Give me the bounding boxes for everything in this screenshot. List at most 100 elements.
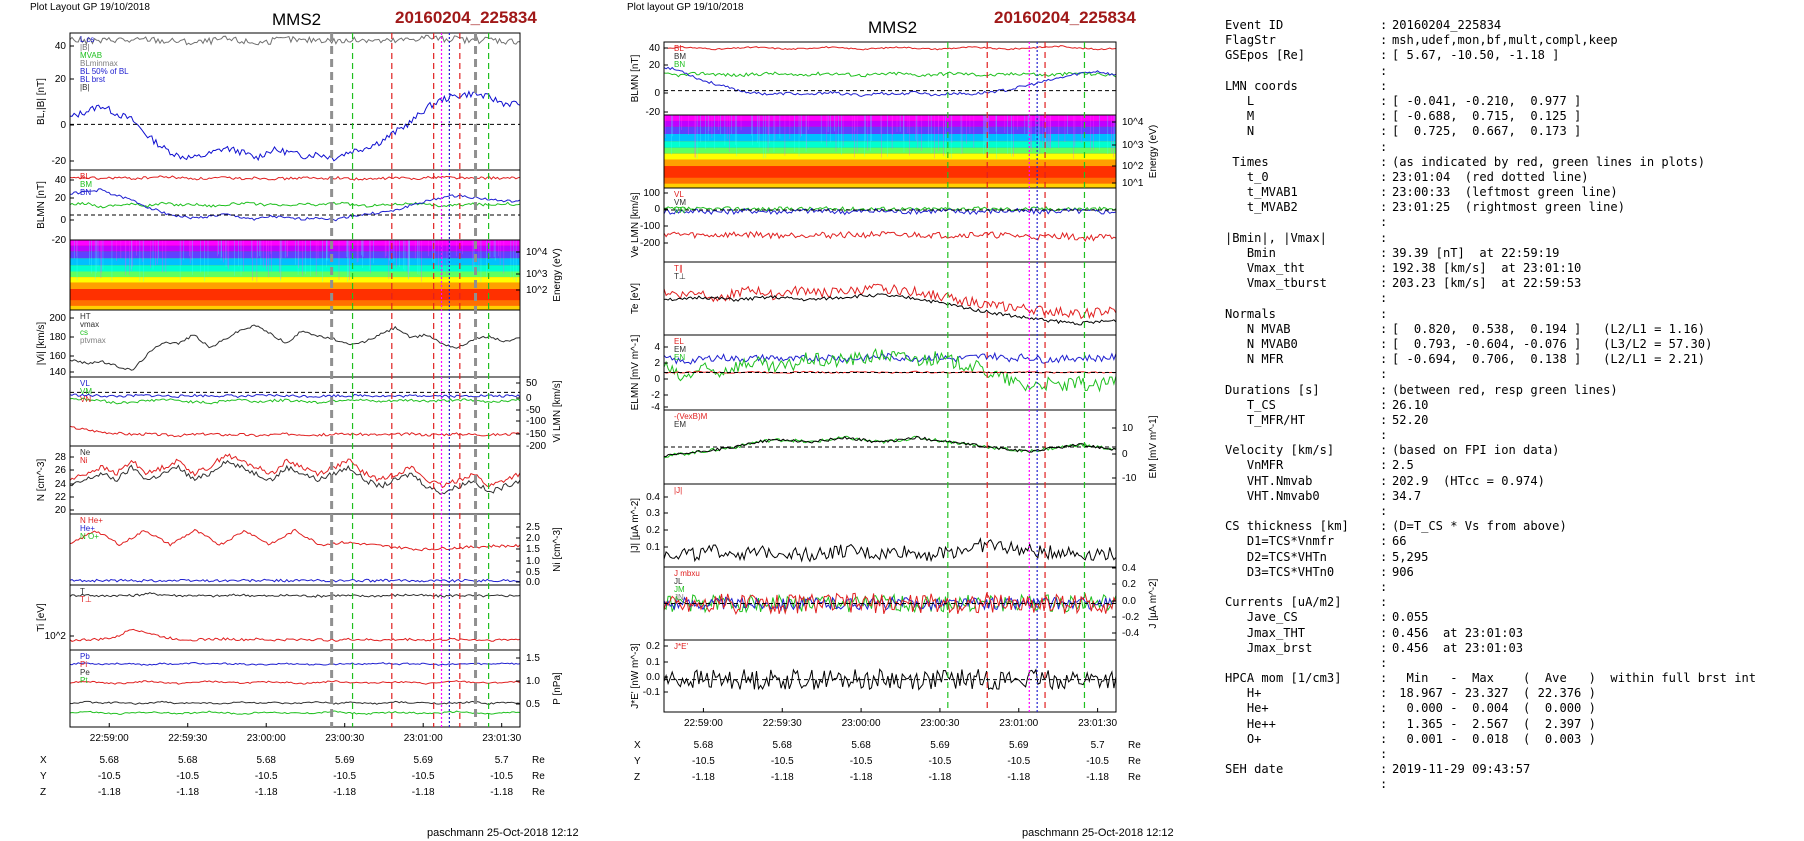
info-colon: :	[1380, 78, 1388, 93]
middle-ytick-label: 0.4	[646, 492, 660, 503]
info-label	[1225, 64, 1380, 79]
left-ytick-label: -20	[52, 156, 67, 167]
middle-ylabel: Te [eV]	[630, 283, 641, 314]
info-value: 1.365 - 2.567 ( 2.397 )	[1392, 716, 1596, 731]
info-colon: :	[1380, 473, 1388, 488]
info-row: |Bmin|, |Vmax|:	[1225, 231, 1756, 246]
middle-ytick-label: -4	[651, 402, 660, 413]
info-value: 0.000 - 0.004 ( 0.000 )	[1392, 701, 1596, 716]
info-colon: :	[1380, 640, 1388, 655]
info-label	[1225, 367, 1380, 382]
info-label	[1225, 747, 1380, 762]
info-label	[1225, 656, 1380, 671]
middle-series-1	[663, 348, 1117, 393]
middle-series-1	[663, 293, 1117, 326]
left-legend-entry: |B|	[80, 83, 90, 92]
info-value: 5,295	[1392, 549, 1429, 564]
middle-coord-value: -1.18	[692, 772, 715, 783]
left-ylabel: BL,|B| [nT]	[36, 78, 47, 125]
left-coord-value: 5.68	[256, 755, 276, 766]
info-row: t_0:23:01:04 (red dotted line)	[1225, 170, 1756, 185]
left-coord-value: -1.18	[333, 787, 356, 798]
info-value: 23:00:33 (leftmost green line)	[1392, 185, 1618, 200]
left-legend-entry: N He+	[80, 516, 103, 525]
info-row: :	[1225, 291, 1756, 306]
left-ylabel: P [nPa]	[552, 672, 563, 705]
middle-legend-entry: BN	[674, 60, 685, 69]
left-series-t	[69, 592, 521, 598]
spectrogram-band	[664, 153, 1116, 160]
left-legend-entry: BLminmax	[80, 59, 118, 68]
spectrogram-band	[664, 115, 1116, 121]
info-row: t_MVAB2:23:01:25 (rightmost green line)	[1225, 200, 1756, 215]
left-coord-value: -1.18	[412, 787, 435, 798]
middle-ytick-label: -0.2	[1122, 612, 1140, 623]
info-colon: :	[1380, 382, 1388, 397]
left-legend-entry: VN	[80, 395, 91, 404]
left-coord-value: -10.5	[333, 771, 356, 782]
left-legend-entry: T⊥	[80, 595, 92, 604]
middle-ytick-label: 0	[654, 204, 660, 215]
info-label: D2=TCS*VHTn	[1225, 549, 1327, 564]
middle-coord-value: -10.5	[1007, 756, 1030, 767]
middle-xtick-label: 23:00:30	[920, 718, 959, 729]
middle-ytick-label: -2	[651, 390, 660, 401]
left-coord-value: -1.18	[490, 787, 513, 798]
middle-legend-entry: EN	[674, 353, 685, 362]
left-ytick-label: 140	[49, 367, 66, 378]
info-label: H+	[1225, 686, 1262, 701]
left-xtick-label: 22:59:30	[168, 733, 207, 744]
spectrogram-band	[70, 277, 520, 283]
spectrogram-band	[70, 245, 520, 252]
middle-series-2	[663, 230, 1117, 242]
middle-ylabel: EM [mV m^-1]	[1148, 415, 1159, 478]
left-coord-name: Y	[40, 771, 47, 782]
info-value: 0.001 - 0.018 ( 0.003 )	[1392, 731, 1596, 746]
info-value: 203.23 [km/s] at 22:59:53	[1392, 276, 1582, 291]
left-legend-entry: BL 50% of BL	[80, 67, 129, 76]
left-ytick-label: 22	[55, 492, 67, 503]
info-colon: :	[1380, 747, 1388, 761]
info-value: 66	[1392, 534, 1407, 549]
info-label: Bmin	[1225, 245, 1276, 260]
middle-ytick-label: 0.0	[646, 672, 660, 683]
info-label	[1225, 140, 1380, 155]
left-ytick-label: -200	[526, 441, 546, 452]
spectrogram-band	[664, 126, 1116, 134]
info-value: 34.7	[1392, 488, 1422, 503]
info-value: Min - Max ( Ave ) within full brst int	[1392, 671, 1757, 686]
middle-title: MMS2	[868, 18, 918, 37]
middle-coord-value: 5.68	[694, 740, 714, 751]
middle-series-1	[663, 435, 1117, 458]
middle-ytick-label: 0	[1122, 449, 1128, 460]
left-series-b	[69, 34, 521, 46]
middle-series-1	[663, 71, 1117, 78]
info-row: Event ID:20160204_225834	[1225, 18, 1756, 33]
middle-ylabel: |J| [µA m^-2]	[630, 498, 641, 553]
info-label	[1225, 504, 1380, 519]
info-label: GSEpos [Re]	[1225, 48, 1306, 63]
middle-coord-value: 5.7	[1091, 740, 1105, 751]
info-label: Vmax_tht	[1225, 261, 1306, 275]
info-row: Jave_CS:0.055	[1225, 610, 1756, 625]
left-ytick-label: -150	[526, 429, 546, 440]
info-label: D1=TCS*Vnmfr	[1225, 534, 1335, 549]
left-legend-entry: Pe	[80, 668, 90, 677]
info-row: D2=TCS*VHTn:5,295	[1225, 550, 1756, 565]
info-value: (between red, resp green lines)	[1392, 382, 1618, 397]
middle-ytick-label: 10^2	[1122, 161, 1144, 172]
left-series-blbrst	[69, 90, 521, 162]
info-value: 906	[1392, 564, 1414, 579]
spectrogram-band	[664, 147, 1116, 154]
middle-ylabel: J [µA m^-2]	[1148, 578, 1159, 628]
left-series-ne	[69, 460, 521, 495]
left-legend-entry: MVAB	[80, 51, 102, 60]
info-colon: :	[1380, 777, 1388, 792]
info-row: Vmax_tburst:203.23 [km/s] at 22:59:53	[1225, 276, 1756, 291]
left-legend-entry: BL brst	[80, 75, 106, 84]
left-series-pb	[69, 710, 521, 716]
left-ytick-label: 50	[526, 378, 538, 389]
left-coord-name: X	[40, 755, 47, 766]
